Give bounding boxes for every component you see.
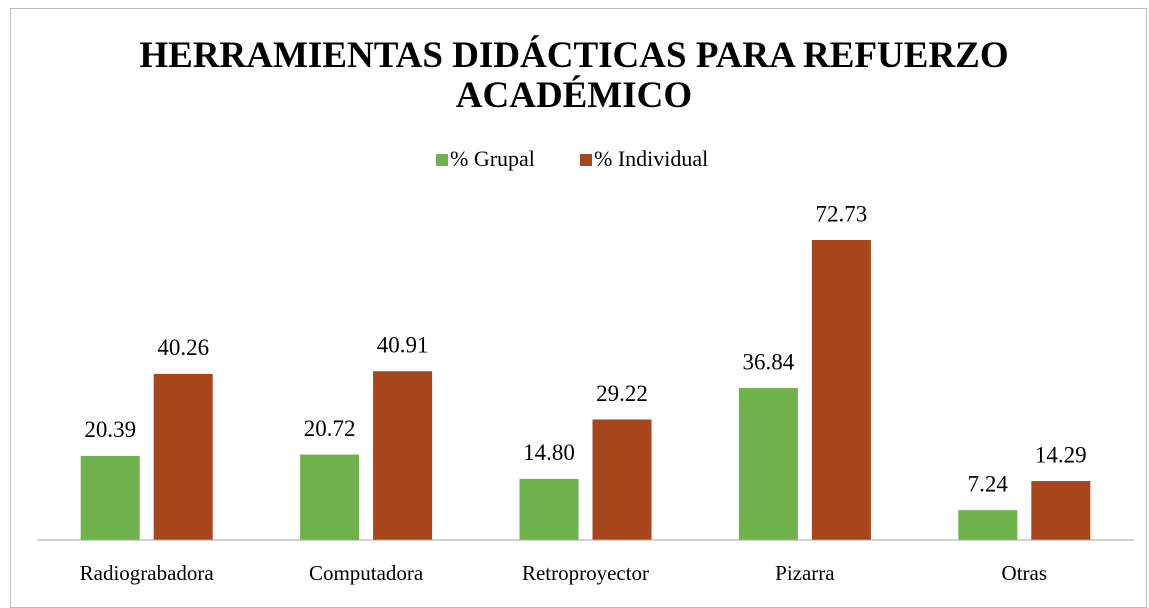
chart-title: HERRAMIENTAS DIDÁCTICAS PARA REFUERZO AC… xyxy=(139,35,1009,116)
value-label: 40.26 xyxy=(157,335,209,360)
legend-swatch xyxy=(580,154,592,166)
x-tick-label: Radiograbadora xyxy=(80,561,215,585)
bar xyxy=(738,388,798,540)
legend-label: % Grupal xyxy=(450,146,535,171)
value-label: 14.80 xyxy=(523,440,575,465)
bar xyxy=(958,510,1018,540)
x-tick-label: Otras xyxy=(1002,561,1048,585)
value-label: 20.39 xyxy=(84,417,136,442)
value-label: 29.22 xyxy=(596,381,648,406)
bar xyxy=(80,455,140,540)
bar xyxy=(153,373,213,540)
value-label: 20.72 xyxy=(304,416,356,441)
value-label: 72.73 xyxy=(816,201,868,226)
value-label: 36.84 xyxy=(743,349,795,374)
bar xyxy=(519,478,579,540)
x-tick-label: Retroproyector xyxy=(522,561,649,585)
x-tick-label: Pizarra xyxy=(775,561,835,585)
bar xyxy=(592,419,652,540)
legend-swatch xyxy=(436,154,448,166)
bar xyxy=(1031,481,1091,540)
bar xyxy=(300,454,360,540)
legend-label: % Individual xyxy=(594,146,708,171)
bar xyxy=(373,371,433,540)
value-label: 40.91 xyxy=(377,333,429,358)
value-label: 7.24 xyxy=(968,471,1009,496)
value-label: 14.29 xyxy=(1035,442,1087,467)
x-tick-label: Computadora xyxy=(309,561,424,585)
bar xyxy=(811,240,871,540)
